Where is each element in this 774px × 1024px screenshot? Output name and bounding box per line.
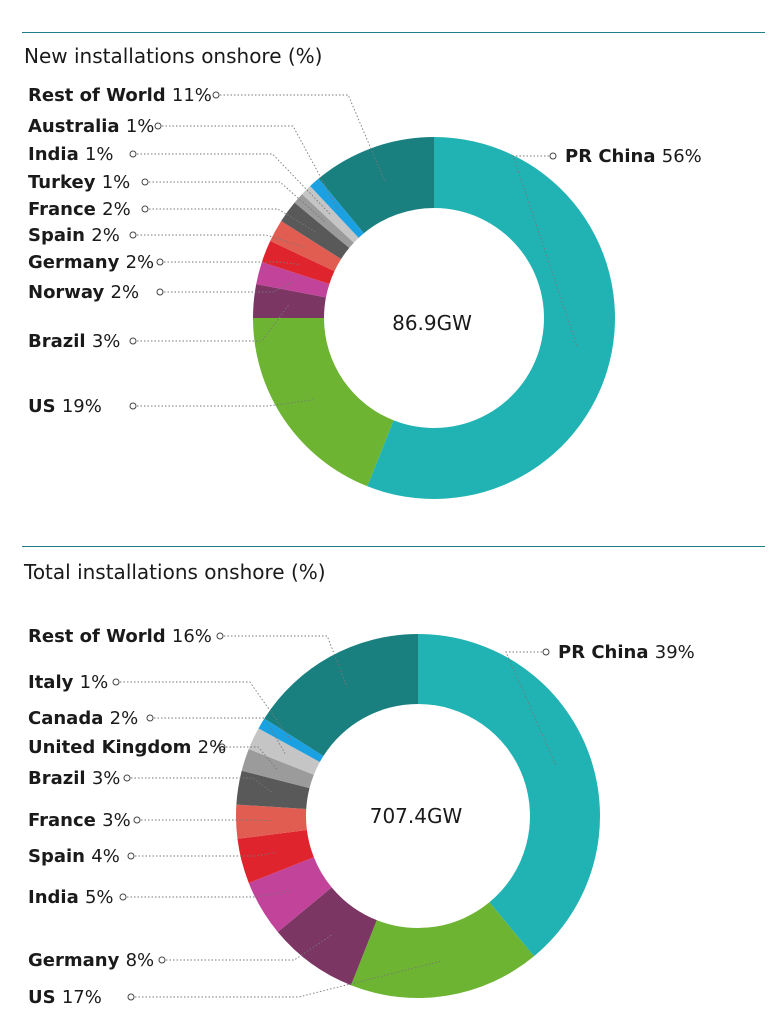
leader-dot-spain — [127, 852, 135, 860]
slice-brazil — [236, 770, 310, 809]
top-rule — [22, 32, 765, 33]
label-canada: Canada 2% — [28, 708, 138, 729]
slice-india — [302, 186, 359, 243]
leader-dot-germany — [158, 956, 166, 964]
slice-germany — [277, 887, 377, 986]
label-germany: Germany 8% — [28, 950, 154, 971]
slice-india — [248, 857, 332, 933]
leader-line-spain — [137, 234, 307, 249]
slice-us — [253, 318, 394, 487]
leader-line-australia — [162, 125, 339, 210]
leader-dot-france — [133, 816, 141, 824]
label-united-kingdom: United Kingdom 2% — [28, 737, 226, 758]
leader-line-rest-of-world — [220, 94, 386, 182]
leader-dot-us — [127, 993, 135, 1001]
slice-france — [236, 804, 307, 839]
leader-dot-united-kingdom — [218, 743, 226, 751]
label-france: France 2% — [28, 199, 131, 220]
leader-line-pr-china — [512, 155, 578, 346]
new-installations-panel: New installations onshore (%) 86.9GW PR C… — [22, 32, 765, 499]
leader-dot-france — [141, 205, 149, 213]
leader-line-turkey — [149, 181, 326, 223]
section-rule — [22, 546, 765, 547]
label-rest-of-world: Rest of World 16% — [28, 626, 212, 647]
center-total-label: 707.4GW — [370, 804, 463, 828]
leader-dot-pr-china — [542, 648, 550, 656]
leader-line-united-kingdom — [226, 746, 279, 771]
label-us: US 17% — [28, 987, 102, 1008]
slice-spain — [237, 830, 314, 883]
leader-dot-rest-of-world — [212, 91, 220, 99]
leader-dot-canada — [146, 714, 154, 722]
leader-line-us — [137, 399, 314, 407]
leader-dot-turkey — [141, 178, 149, 186]
slice-us — [351, 902, 535, 998]
label-india: India 5% — [28, 887, 114, 908]
leader-dot-brazil — [123, 774, 131, 782]
leader-line-france — [141, 819, 272, 822]
leader-dot-pr-china — [549, 152, 557, 160]
label-rest-of-world: Rest of World 11% — [28, 85, 212, 106]
slice-italy — [258, 718, 324, 763]
slice-norway — [256, 262, 330, 298]
slice-france — [281, 202, 350, 260]
leader-dot-germany — [156, 258, 164, 266]
leader-dot-norway — [156, 288, 164, 296]
label-brazil: Brazil 3% — [28, 331, 120, 352]
leader-dot-australia — [154, 122, 162, 130]
leader-dot-india — [129, 150, 137, 158]
leader-line-france — [149, 208, 317, 233]
slice-spain — [270, 221, 342, 272]
leader-dot-us — [129, 402, 137, 410]
leader-dot-italy — [112, 678, 120, 686]
leader-dot-brazil — [129, 337, 137, 345]
label-turkey: Turkey 1% — [28, 172, 130, 193]
label-norway: Norway 2% — [28, 282, 139, 303]
slice-brazil — [253, 284, 326, 318]
leader-line-india — [127, 890, 292, 898]
label-spain: Spain 4% — [28, 846, 120, 867]
leader-line-pr-china — [505, 651, 557, 767]
label-us: US 19% — [28, 396, 102, 417]
label-brazil: Brazil 3% — [28, 768, 120, 789]
label-pr-china: PR China 56% — [565, 146, 702, 167]
label-spain: Spain 2% — [28, 225, 120, 246]
label-france: France 3% — [28, 810, 131, 831]
slice-rest-of-world — [264, 634, 418, 756]
chart-title: New installations onshore (%) — [24, 44, 323, 68]
label-india: India 1% — [28, 144, 114, 165]
label-italy: Italy 1% — [28, 672, 108, 693]
slice-pr-china — [367, 137, 615, 499]
new-installations-donut: 86.9GW PR China 56% Rest of World 11% Austr… — [28, 85, 702, 499]
chart-title: Total installations onshore (%) — [24, 560, 326, 584]
leader-line-norway — [164, 281, 294, 293]
leader-dot-rest-of-world — [216, 632, 224, 640]
leader-line-germany — [166, 934, 332, 961]
leader-line-spain — [135, 852, 276, 857]
leader-line-brazil — [137, 304, 290, 342]
slice-united-kingdom — [241, 749, 314, 789]
slice-canada — [248, 728, 320, 775]
slice-rest-of-world — [318, 137, 434, 234]
center-total-label: 86.9GW — [392, 311, 472, 335]
leader-line-italy — [120, 681, 292, 742]
slice-germany — [261, 240, 335, 285]
label-pr-china: PR China 39% — [558, 642, 695, 663]
label-germany: Germany 2% — [28, 252, 154, 273]
leader-dot-india — [119, 893, 127, 901]
leader-dot-spain — [129, 231, 137, 239]
slice-pr-china — [418, 634, 600, 957]
label-australia: Australia 1% — [28, 116, 154, 137]
